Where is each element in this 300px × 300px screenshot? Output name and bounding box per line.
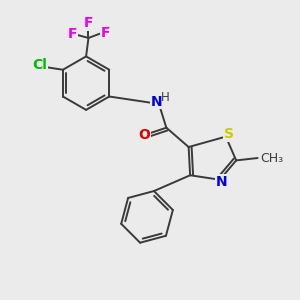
Text: O: O xyxy=(139,128,151,142)
Text: F: F xyxy=(84,16,93,30)
Text: N: N xyxy=(151,94,162,109)
Text: Cl: Cl xyxy=(33,58,47,72)
Text: F: F xyxy=(101,26,110,40)
Text: F: F xyxy=(68,27,77,41)
Text: H: H xyxy=(161,91,170,104)
Text: CH₃: CH₃ xyxy=(260,152,283,164)
Text: S: S xyxy=(224,127,234,141)
Text: N: N xyxy=(215,175,227,189)
